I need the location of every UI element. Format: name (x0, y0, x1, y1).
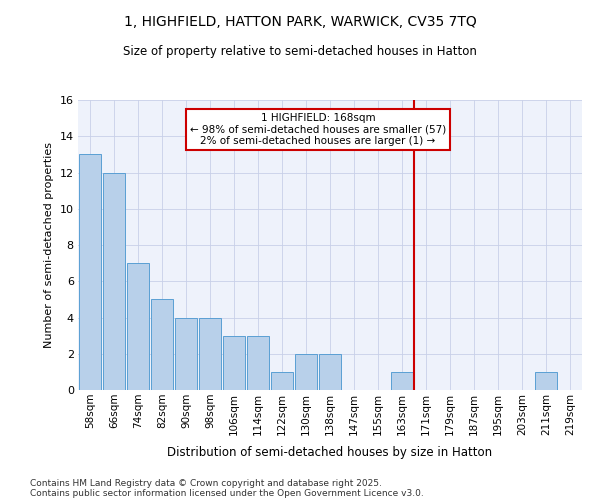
Bar (535, 372, 557, 390)
Bar (295, 354, 317, 390)
Bar (79, 154, 101, 390)
Bar (223, 336, 245, 390)
Bar (103, 172, 125, 390)
Bar (319, 354, 341, 390)
Y-axis label: Number of semi-detached properties: Number of semi-detached properties (44, 142, 54, 348)
Text: Contains public sector information licensed under the Open Government Licence v3: Contains public sector information licen… (30, 488, 424, 498)
Bar (271, 372, 293, 390)
Bar (127, 263, 149, 390)
Text: Contains HM Land Registry data © Crown copyright and database right 2025.: Contains HM Land Registry data © Crown c… (30, 478, 382, 488)
Text: 1 HIGHFIELD: 168sqm
← 98% of semi-detached houses are smaller (57)
2% of semi-de: 1 HIGHFIELD: 168sqm ← 98% of semi-detach… (190, 112, 446, 146)
Bar (175, 318, 197, 390)
Bar (151, 300, 173, 390)
Text: Size of property relative to semi-detached houses in Hatton: Size of property relative to semi-detach… (123, 45, 477, 58)
Text: 1, HIGHFIELD, HATTON PARK, WARWICK, CV35 7TQ: 1, HIGHFIELD, HATTON PARK, WARWICK, CV35… (124, 15, 476, 29)
Bar (391, 372, 413, 390)
Bar (199, 318, 221, 390)
X-axis label: Distribution of semi-detached houses by size in Hatton: Distribution of semi-detached houses by … (167, 446, 493, 459)
Bar (247, 336, 269, 390)
